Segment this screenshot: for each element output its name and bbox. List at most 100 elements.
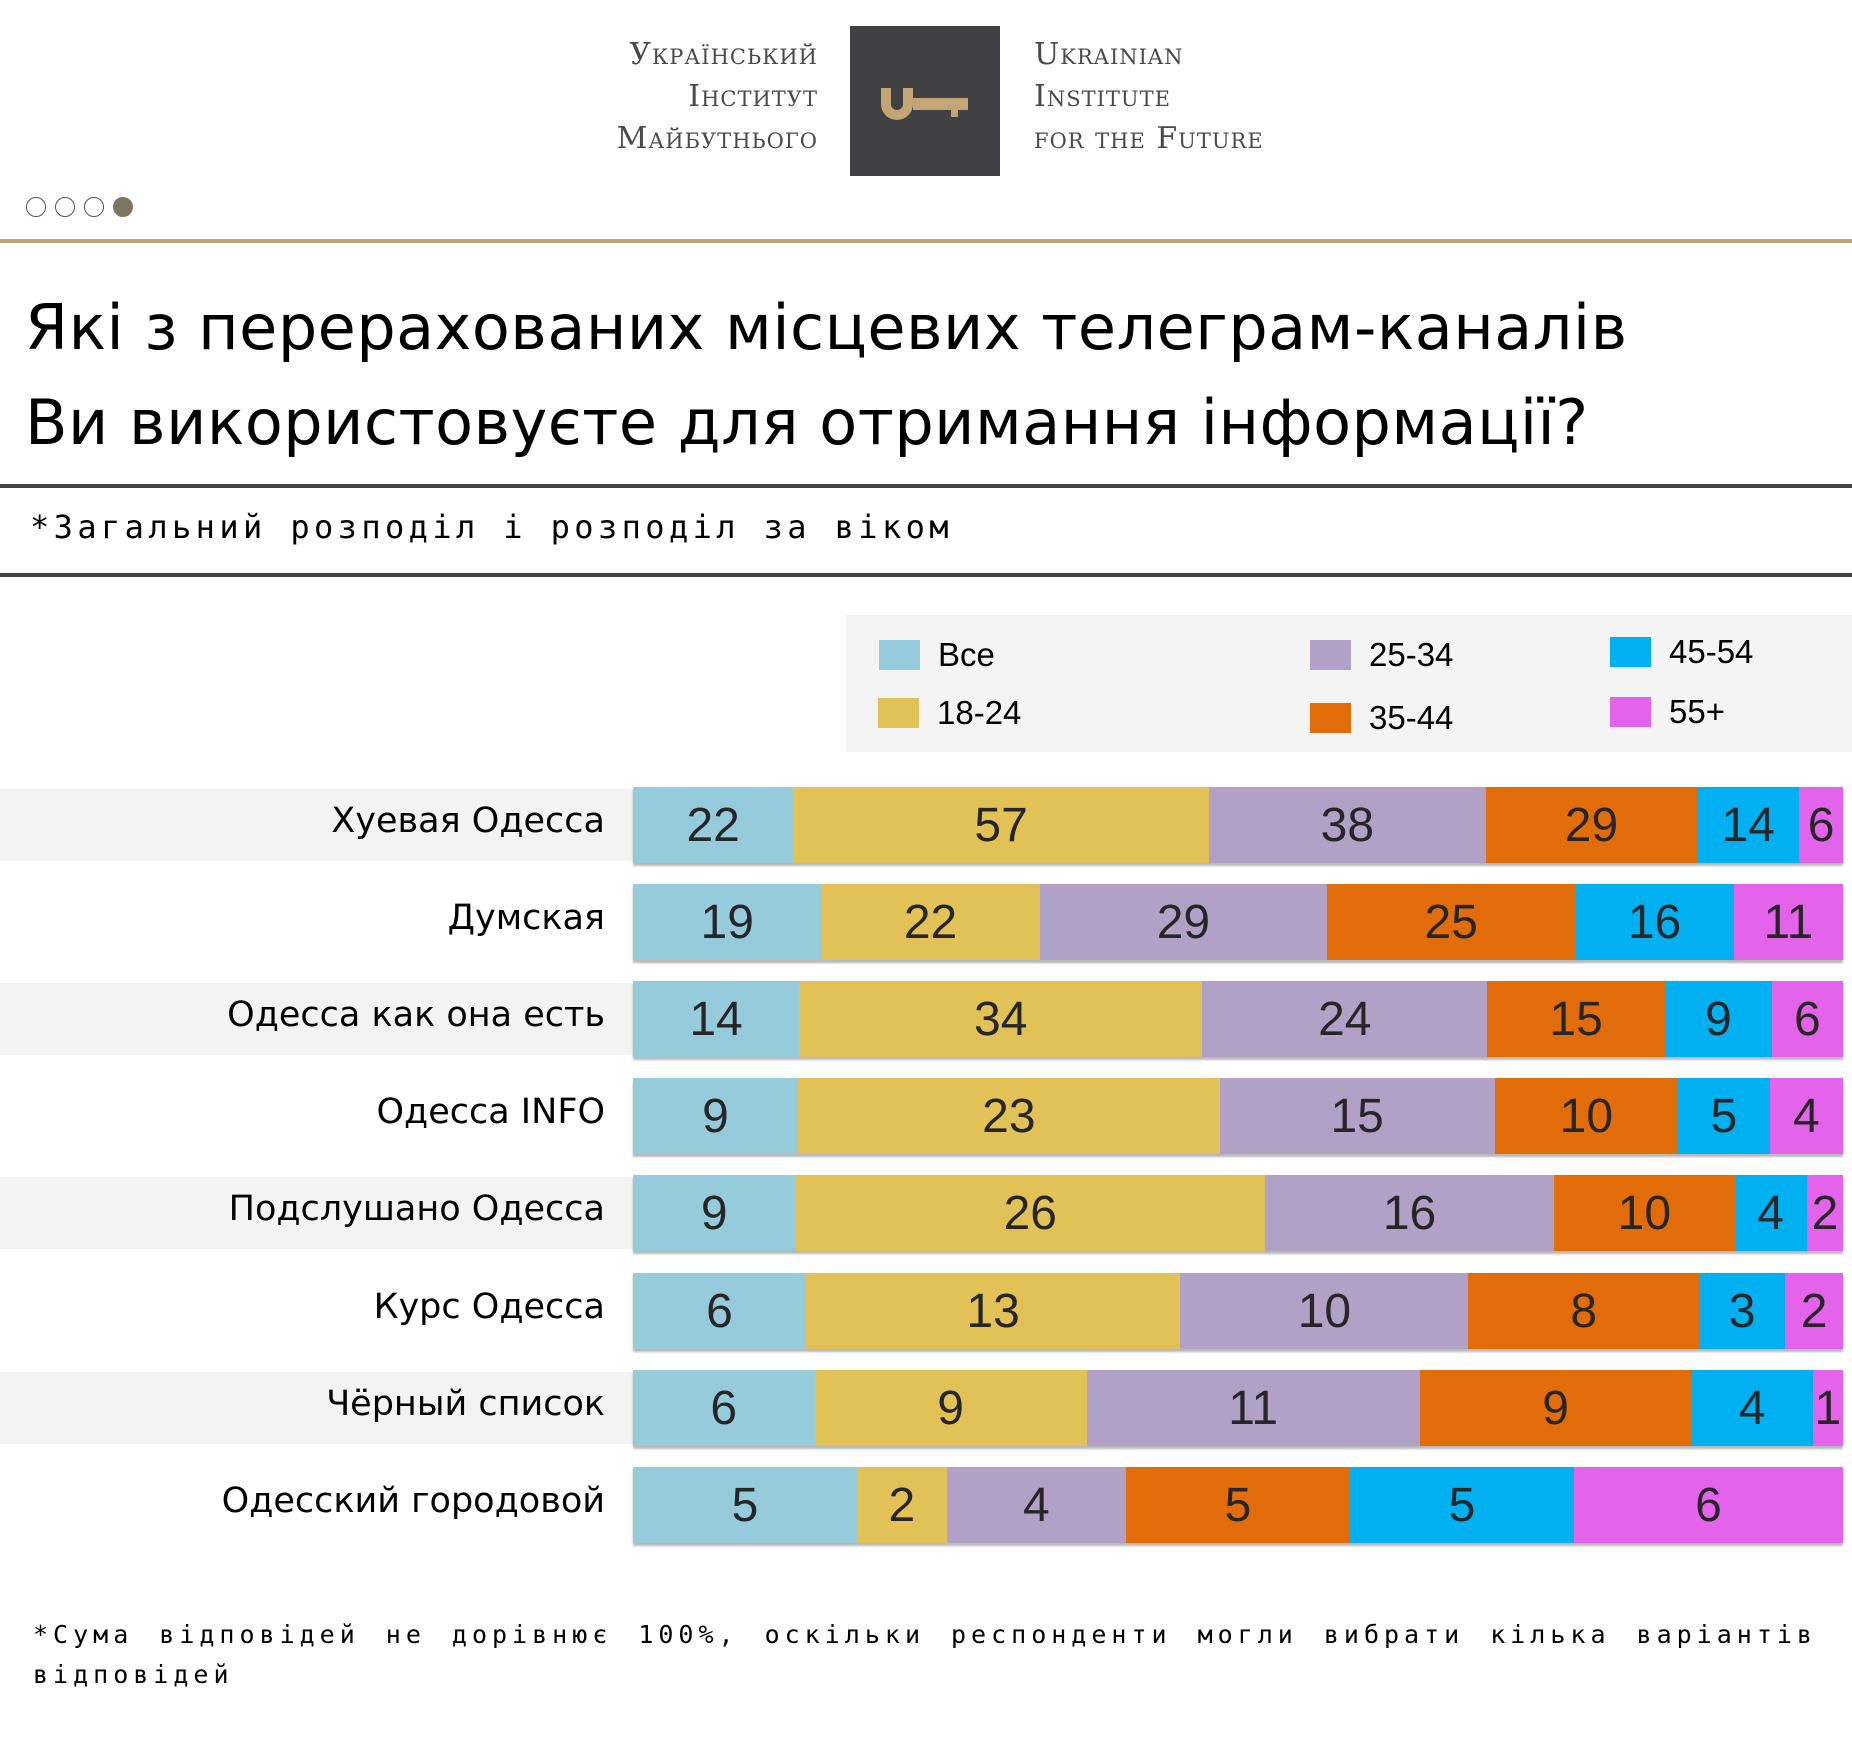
logo-line: for the Future bbox=[1034, 121, 1264, 156]
bar-segment: 4 bbox=[1769, 1078, 1843, 1154]
bar-segment: 29 bbox=[1485, 787, 1698, 863]
bar-segment: 5 bbox=[1677, 1078, 1770, 1154]
bar-segment: 9 bbox=[1665, 981, 1772, 1057]
logo-line: Український bbox=[629, 37, 818, 72]
category-label: Хуевая Одесса bbox=[331, 801, 605, 841]
bar-segment: 6 bbox=[1771, 981, 1843, 1057]
bar-segment: 25 bbox=[1327, 884, 1576, 960]
logo-line: Майбутнього bbox=[616, 121, 818, 156]
footnote: *Сума відповідей не дорівнює 100%, оскіл… bbox=[33, 1620, 1817, 1689]
bar-segment: 16 bbox=[1575, 884, 1734, 960]
bar-segment: 16 bbox=[1265, 1175, 1555, 1251]
bar-segment: 29 bbox=[1039, 884, 1328, 960]
divider-dark bbox=[0, 573, 1852, 577]
bar-segment: 10 bbox=[1494, 1078, 1678, 1154]
stacked-bar: 6 9 11 9 4 1 bbox=[633, 1370, 1843, 1446]
bar-segment: 3 bbox=[1698, 1273, 1786, 1349]
logo-text-english: Ukrainian Institute for the Future bbox=[1034, 34, 1264, 160]
category-label: Одесский городовой bbox=[221, 1481, 605, 1521]
pager-dot[interactable] bbox=[26, 197, 46, 217]
bar-segment: 15 bbox=[1487, 981, 1666, 1057]
legend-label: 35-44 bbox=[1369, 699, 1454, 736]
bar-segment: 14 bbox=[1697, 787, 1800, 863]
legend-item: 35-44 bbox=[1310, 699, 1453, 737]
bar-segment: 5 bbox=[633, 1467, 858, 1543]
bar-segment: 10 bbox=[1180, 1273, 1469, 1349]
legend-swatch bbox=[879, 640, 920, 670]
bar-segment: 9 bbox=[633, 1175, 796, 1251]
row-band bbox=[0, 983, 633, 1055]
category-label: Одесса как она есть bbox=[227, 995, 605, 1035]
stacked-bar: 9 23 15 10 5 4 bbox=[633, 1078, 1843, 1154]
bar-segment: 4 bbox=[946, 1467, 1126, 1543]
divider-gold bbox=[0, 239, 1852, 243]
bar-segment: 8 bbox=[1468, 1273, 1699, 1349]
legend-item: Все bbox=[879, 636, 995, 674]
slide-pager bbox=[26, 197, 133, 217]
bar-segment: 9 bbox=[814, 1370, 1087, 1446]
bar-segment: 57 bbox=[793, 787, 1209, 863]
logo-mark bbox=[850, 26, 1000, 176]
logo-line: Ukrainian bbox=[1034, 37, 1184, 72]
bar-segment: 10 bbox=[1554, 1175, 1735, 1251]
bar-segment: 9 bbox=[1419, 1370, 1692, 1446]
bar-segment: 2 bbox=[1806, 1175, 1843, 1251]
legend-label: 45-54 bbox=[1669, 633, 1754, 670]
bar-segment: 4 bbox=[1734, 1175, 1807, 1251]
category-label: Курс Одесса bbox=[373, 1287, 605, 1327]
category-label: Подслушано Одесса bbox=[228, 1189, 605, 1229]
bar-segment: 23 bbox=[798, 1078, 1220, 1154]
legend-swatch bbox=[1610, 637, 1651, 667]
legend-swatch bbox=[878, 698, 919, 728]
legend-label: 18-24 bbox=[937, 694, 1022, 731]
legend-item: 25-34 bbox=[1310, 636, 1453, 674]
bar-segment: 24 bbox=[1202, 981, 1488, 1057]
chart-legend: Все 18-24 25-34 35-44 45-54 55+ bbox=[846, 615, 1852, 752]
pager-dot[interactable] bbox=[55, 197, 75, 217]
legend-swatch bbox=[1310, 703, 1351, 733]
logo-line: Інститут bbox=[688, 79, 818, 114]
pager-dot[interactable] bbox=[84, 197, 104, 217]
bar-segment: 22 bbox=[633, 787, 794, 863]
category-label: Одесса INFO bbox=[376, 1092, 605, 1132]
bar-segment: 6 bbox=[633, 1370, 815, 1446]
bar-segment: 6 bbox=[1799, 787, 1843, 863]
bar-segment: 5 bbox=[1350, 1467, 1575, 1543]
category-label: Думская bbox=[447, 898, 605, 938]
stacked-bar: 9 26 16 10 4 2 bbox=[633, 1175, 1843, 1251]
bar-segment: 38 bbox=[1208, 787, 1486, 863]
chart-subtitle: *Загальний розподіл і розподіл за віком bbox=[30, 508, 953, 546]
bar-segment: 15 bbox=[1219, 1078, 1495, 1154]
bar-segment: 19 bbox=[633, 884, 822, 960]
chart-title-line: Які з перерахованих місцевих телеграм-ка… bbox=[25, 291, 1628, 364]
bar-segment: 22 bbox=[821, 884, 1040, 960]
legend-item: 18-24 bbox=[878, 694, 1021, 732]
bar-segment: 5 bbox=[1125, 1467, 1350, 1543]
bar-segment: 1 bbox=[1812, 1370, 1843, 1446]
chart-title-line: Ви використовуєте для отримання інформац… bbox=[25, 386, 1589, 459]
stacked-bar: 22 57 38 29 14 6 bbox=[633, 787, 1843, 863]
bar-segment: 6 bbox=[633, 1273, 806, 1349]
bar-segment: 4 bbox=[1691, 1370, 1813, 1446]
stacked-bar: 19 22 29 25 16 11 bbox=[633, 884, 1843, 960]
bar-segment: 2 bbox=[1785, 1273, 1843, 1349]
row-band bbox=[0, 789, 633, 861]
row-band bbox=[0, 1372, 633, 1444]
legend-label: 25-34 bbox=[1369, 636, 1454, 673]
category-label: Чёрный список bbox=[326, 1384, 605, 1424]
bar-segment: 26 bbox=[795, 1175, 1266, 1251]
bar-segment: 9 bbox=[633, 1078, 798, 1154]
stacked-bar: 6 13 10 8 3 2 bbox=[633, 1273, 1843, 1349]
bar-segment: 34 bbox=[799, 981, 1203, 1057]
bar-segment: 11 bbox=[1086, 1370, 1420, 1446]
legend-swatch bbox=[1310, 640, 1351, 670]
logo-text-ukrainian: Український Інститут Майбутнього bbox=[617, 34, 818, 160]
bar-segment: 6 bbox=[1574, 1467, 1843, 1543]
legend-item: 45-54 bbox=[1610, 633, 1753, 671]
bar-segment: 14 bbox=[633, 981, 800, 1057]
bar-segment: 11 bbox=[1733, 884, 1843, 960]
legend-label: 55+ bbox=[1669, 693, 1725, 730]
legend-label: Все bbox=[938, 636, 995, 673]
pager-dot-active[interactable] bbox=[113, 197, 133, 217]
